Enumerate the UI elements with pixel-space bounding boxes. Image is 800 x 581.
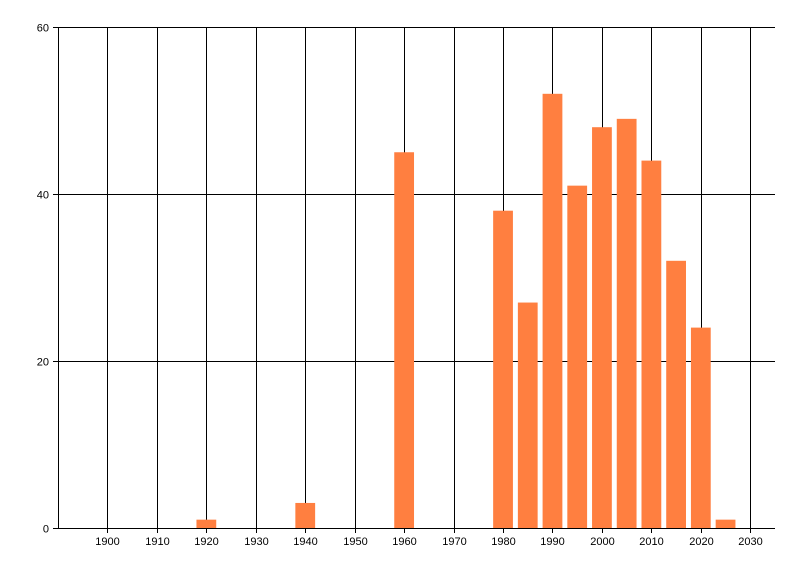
bar-1985 xyxy=(517,302,538,528)
y-tick-label: 40 xyxy=(37,190,49,202)
bar-2010 xyxy=(641,160,662,528)
x-tick-label: 2030 xyxy=(738,536,762,548)
bar-1960 xyxy=(394,152,415,528)
x-tick-label: 1900 xyxy=(95,536,119,548)
x-tick-label: 1930 xyxy=(244,536,268,548)
bar-2015 xyxy=(666,260,686,528)
y-tick-label: 0 xyxy=(43,524,49,536)
tick-labels: 1900 1910 1920 1930 1940 1950 1960 1970 1980 1990… xyxy=(37,23,763,549)
x-tick-label: 1960 xyxy=(392,536,416,548)
x-tick-label: 1970 xyxy=(442,536,466,548)
axes xyxy=(58,27,775,529)
y-tick-label: 20 xyxy=(37,357,49,369)
x-tick-label: 1990 xyxy=(540,536,564,548)
bar-1990 xyxy=(542,93,563,529)
x-tick-label: 1950 xyxy=(343,536,367,548)
bar-1980 xyxy=(493,210,513,528)
x-tick-label: 1910 xyxy=(145,536,169,548)
x-tick-label: 1980 xyxy=(491,536,515,548)
bar-2005 xyxy=(616,118,637,528)
bar-1940 xyxy=(295,502,316,528)
x-tick-label: 1920 xyxy=(194,536,218,548)
x-tick-label: 2020 xyxy=(689,536,713,548)
bar-1920 xyxy=(196,519,217,528)
bar-2000 xyxy=(592,127,612,528)
x-tick-label: 2010 xyxy=(639,536,663,548)
y-tick-label: 60 xyxy=(37,23,49,35)
bars xyxy=(196,93,736,529)
x-tick-label: 1940 xyxy=(293,536,317,548)
bar-1995 xyxy=(567,185,588,528)
x-tick-label: 2000 xyxy=(590,536,614,548)
bar-2020 xyxy=(690,327,711,528)
bar-2025 xyxy=(715,519,736,528)
